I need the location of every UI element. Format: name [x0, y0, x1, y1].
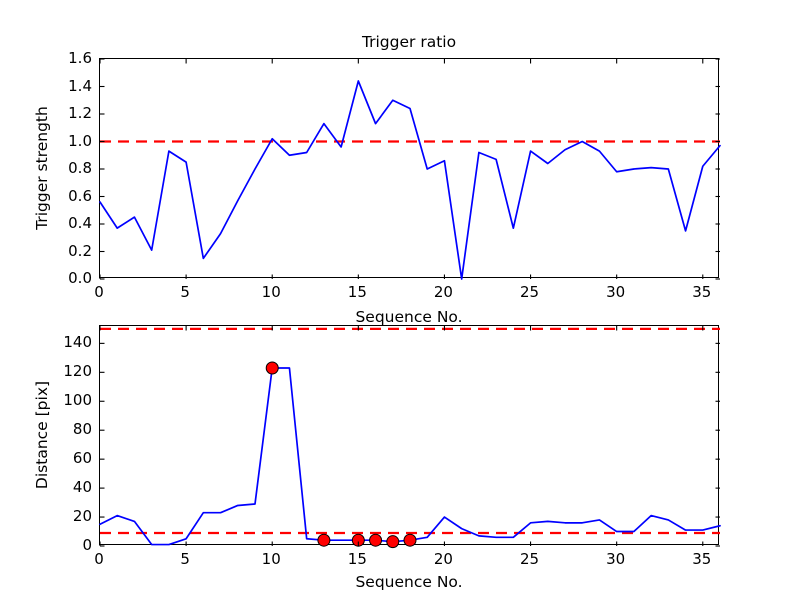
- data-line-distance: [99, 367, 721, 546]
- x-tick-label: 15: [347, 283, 367, 301]
- data-marker: [317, 533, 331, 547]
- x-axis-label-top: Sequence No.: [355, 308, 463, 326]
- x-tick-label: 15: [347, 550, 367, 568]
- y-tick-label: 0.0: [68, 269, 92, 287]
- y-tick-label: 140: [63, 333, 92, 352]
- x-tick-label: 35: [692, 550, 712, 568]
- data-marker: [386, 535, 400, 549]
- data-marker: [265, 361, 279, 375]
- data-line-trigger-ratio: [99, 80, 721, 280]
- x-tick-label: 25: [520, 283, 540, 301]
- y-tick-label: 0: [82, 536, 92, 554]
- y-tick-label: 80: [72, 420, 92, 439]
- x-tick-label: 0: [94, 550, 104, 568]
- y-tick-label: 0.8: [68, 159, 92, 177]
- y-tick-label: 20: [72, 507, 92, 526]
- x-tick-label: 35: [692, 283, 712, 301]
- y-tick-label: 100: [63, 391, 92, 410]
- x-tick-label: 30: [606, 550, 626, 568]
- x-tick-label: 30: [606, 283, 626, 301]
- trigger-ratio-plot-area: [99, 58, 721, 280]
- x-tick-label: 20: [433, 283, 453, 301]
- y-tick-label: 0.4: [68, 214, 92, 232]
- y-tick-label: 0.6: [68, 186, 92, 205]
- y-tick-label: 1.4: [68, 76, 92, 95]
- x-axis-label-bottom: Sequence No.: [355, 573, 463, 591]
- data-marker: [351, 533, 365, 547]
- axes-trigger-ratio: [99, 58, 721, 280]
- y-tick-label: 0.2: [68, 241, 92, 260]
- y-tick-label: 1.2: [68, 104, 92, 122]
- data-marker: [403, 533, 417, 547]
- x-tick-label: 10: [261, 283, 281, 301]
- y-tick-label: 1.6: [68, 49, 92, 67]
- axes-distance: [99, 325, 721, 549]
- x-tick-label: 25: [520, 550, 540, 568]
- data-marker: [369, 533, 383, 547]
- x-tick-label: 10: [261, 550, 281, 568]
- y-tick-label: 60: [72, 449, 92, 468]
- x-tick-label: 0: [94, 283, 104, 301]
- distance-plot-area: [99, 326, 721, 549]
- x-tick-label: 5: [180, 283, 190, 301]
- x-tick-label: 20: [433, 550, 453, 568]
- x-tick-label: 5: [180, 550, 190, 568]
- chart-title-trigger-ratio: Trigger ratio: [361, 33, 457, 51]
- y-tick-label: 120: [63, 362, 92, 381]
- y-tick-label: 1.0: [68, 131, 92, 150]
- y-tick-label: 40: [72, 478, 92, 497]
